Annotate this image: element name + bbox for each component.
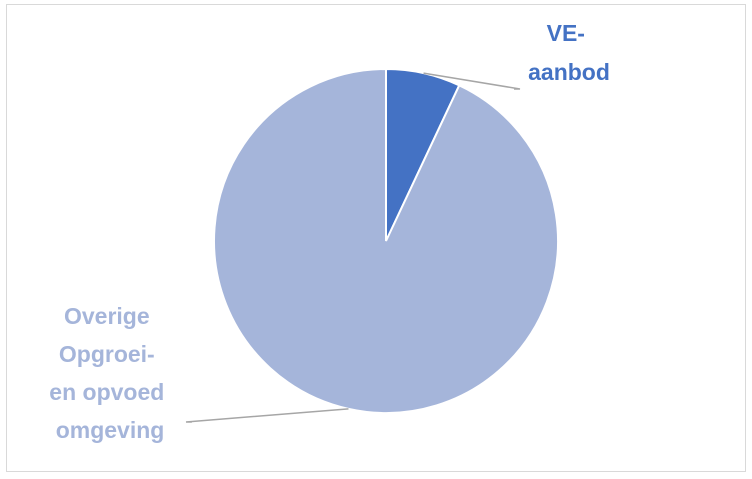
slice-label-ve-aanbod-line-1: VE-	[547, 20, 585, 46]
leader-line-1	[185, 408, 349, 423]
slice-label-overige-line-2: Opgroei-	[59, 341, 155, 367]
slice-label-overige-line-3: en opvoed	[49, 379, 164, 405]
pie-slice-1	[213, 67, 559, 414]
slice-label-overige-line-4: omgeving	[56, 417, 165, 443]
slice-label-overige: Overige Opgroei- en opvoed omgeving	[49, 303, 170, 443]
leader-line-0	[423, 72, 521, 90]
leader-lines	[185, 72, 521, 423]
slice-label-ve-aanbod: VE- aanbod	[528, 20, 610, 85]
slice-label-ve-aanbod-line-2: aanbod	[528, 59, 610, 85]
pie-slices	[213, 67, 559, 414]
slice-label-overige-line-1: Overige	[64, 303, 150, 329]
